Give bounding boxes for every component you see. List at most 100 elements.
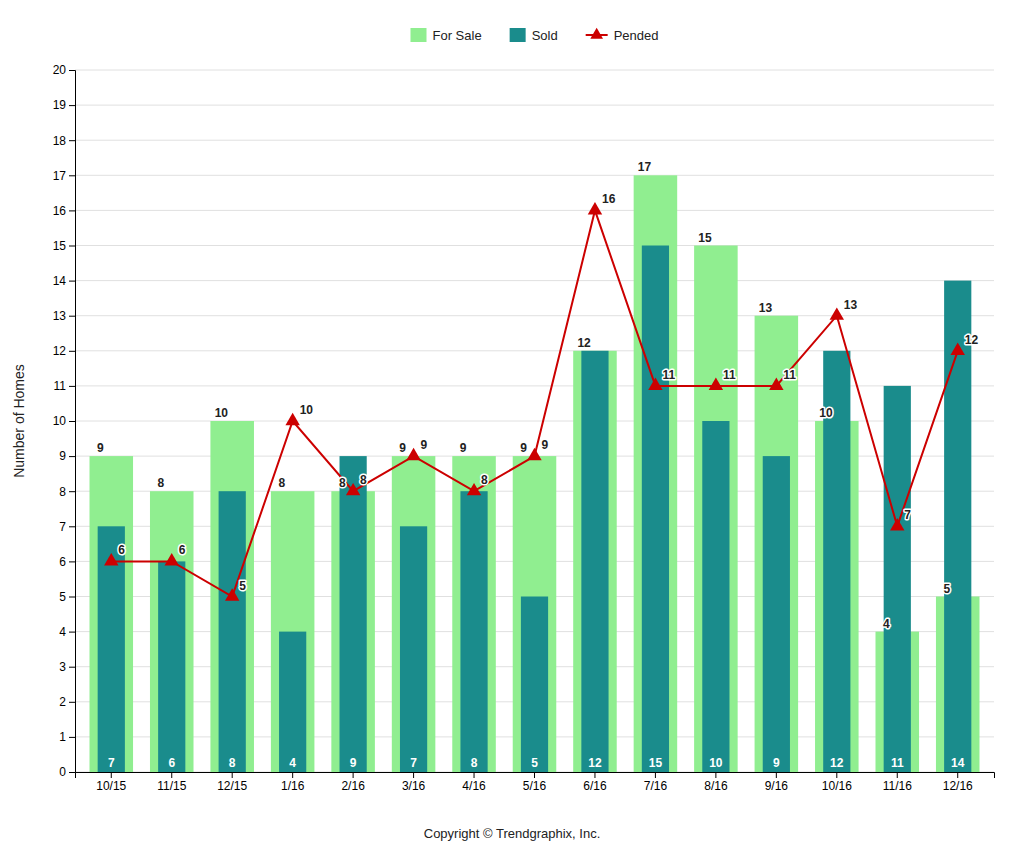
y-axis-line bbox=[69, 71, 76, 773]
bar bbox=[513, 456, 557, 772]
data-label: 8 bbox=[360, 473, 367, 487]
marker bbox=[951, 342, 965, 354]
data-label: 7 bbox=[108, 756, 115, 770]
x-tick-mark bbox=[232, 772, 233, 778]
marker bbox=[165, 553, 179, 565]
bar bbox=[90, 456, 134, 772]
y-tick-label: 16 bbox=[53, 204, 67, 218]
y-tick-label: 6 bbox=[59, 555, 66, 569]
chart: 9810889991217151310457684978512151091211… bbox=[0, 0, 1024, 852]
bar bbox=[271, 491, 315, 772]
y-tick-label: 4 bbox=[59, 625, 66, 639]
data-label: 11 bbox=[783, 368, 796, 382]
bar bbox=[573, 351, 617, 772]
x-tick-label: 10/16 bbox=[822, 779, 852, 793]
y-tick: 6 bbox=[59, 555, 75, 569]
legend-swatch bbox=[510, 28, 526, 42]
y-tick-label: 19 bbox=[53, 98, 67, 112]
bar bbox=[944, 281, 971, 772]
x-tick: 2/16 bbox=[341, 772, 365, 793]
x-tick-label: 7/16 bbox=[644, 779, 668, 793]
bar bbox=[634, 175, 678, 772]
y-tick: 11 bbox=[54, 379, 75, 393]
data-label: 11 bbox=[891, 756, 904, 770]
x-tick: 11/16 bbox=[883, 772, 912, 793]
y-tick-mark bbox=[69, 737, 75, 738]
x-tick-label: 11/15 bbox=[157, 779, 186, 793]
y-tick-mark bbox=[69, 70, 75, 71]
data-label: 5 bbox=[943, 582, 950, 596]
data-label: 6 bbox=[179, 543, 186, 557]
y-tick-mark bbox=[69, 210, 75, 211]
y-tick-mark bbox=[69, 281, 75, 282]
data-label: 9 bbox=[399, 441, 406, 455]
y-tick: 1 bbox=[59, 730, 75, 744]
legend-marker bbox=[590, 28, 603, 39]
grid-line bbox=[75, 245, 994, 246]
bar bbox=[642, 246, 669, 773]
x-tick: 3/16 bbox=[402, 772, 426, 793]
x-tick: 1/16 bbox=[281, 772, 305, 793]
x-tick: 11/15 bbox=[157, 772, 186, 793]
y-tick: 13 bbox=[53, 309, 75, 323]
grid-line bbox=[75, 315, 994, 316]
y-tick-mark bbox=[69, 597, 75, 598]
y-tick-label: 10 bbox=[53, 414, 67, 428]
y-tick: 9 bbox=[59, 449, 75, 463]
y-tick: 10 bbox=[53, 414, 75, 428]
data-label: 6 bbox=[168, 756, 175, 770]
data-label: 5 bbox=[531, 756, 538, 770]
x-tick-label: 3/16 bbox=[402, 779, 426, 793]
data-label: 4 bbox=[883, 617, 890, 631]
data-label: 10 bbox=[709, 756, 723, 770]
legend-label: Sold bbox=[532, 28, 558, 43]
x-tick-mark bbox=[111, 772, 112, 778]
y-tick-mark bbox=[69, 316, 75, 317]
grid bbox=[75, 70, 994, 772]
x-tick-label: 4/16 bbox=[462, 779, 486, 793]
data-label: 12 bbox=[577, 336, 591, 350]
y-tick-mark bbox=[69, 105, 75, 106]
data-label: 8 bbox=[481, 473, 488, 487]
y-tick-label: 15 bbox=[53, 239, 67, 253]
data-label: 17 bbox=[638, 160, 652, 174]
x-tick-label: 5/16 bbox=[523, 779, 547, 793]
data-label: 4 bbox=[289, 756, 296, 770]
y-axis-title: Number of Homes bbox=[11, 364, 27, 478]
y-tick-mark bbox=[69, 772, 75, 773]
x-tick: 10/16 bbox=[822, 772, 852, 793]
y-tick-mark bbox=[69, 386, 75, 387]
bar bbox=[452, 456, 496, 772]
marker bbox=[225, 588, 239, 600]
bar bbox=[460, 491, 487, 772]
y-tick: 2 bbox=[59, 695, 75, 709]
marker bbox=[104, 553, 118, 565]
grid-line bbox=[75, 140, 994, 141]
x-tick: 4/16 bbox=[462, 772, 486, 793]
bar bbox=[755, 316, 799, 772]
marker bbox=[406, 448, 420, 460]
marker bbox=[648, 378, 662, 390]
y-tick: 17 bbox=[53, 169, 75, 183]
y-tick-label: 7 bbox=[59, 520, 66, 534]
y-tick-label: 0 bbox=[59, 765, 66, 779]
x-tick: 12/16 bbox=[943, 772, 973, 793]
x-tick-mark bbox=[957, 772, 958, 778]
x-tick-label: 8/16 bbox=[704, 779, 728, 793]
data-label: 6 bbox=[118, 543, 125, 557]
y-tick-mark bbox=[69, 526, 75, 527]
x-tick-mark bbox=[353, 772, 354, 778]
data-label: 10 bbox=[300, 403, 314, 417]
y-tick-mark bbox=[69, 175, 75, 176]
y-tick-label: 8 bbox=[59, 485, 66, 499]
x-tick: 5/16 bbox=[523, 772, 547, 793]
y-tick-mark bbox=[69, 561, 75, 562]
y-tick: 5 bbox=[59, 590, 75, 604]
y-tick-label: 9 bbox=[59, 449, 66, 463]
x-tick-mark bbox=[836, 772, 837, 778]
bar bbox=[400, 526, 427, 772]
data-label: 16 bbox=[602, 192, 616, 206]
x-axis-line bbox=[76, 773, 995, 779]
data-label: 13 bbox=[844, 298, 858, 312]
y-tick-label: 11 bbox=[54, 379, 67, 393]
